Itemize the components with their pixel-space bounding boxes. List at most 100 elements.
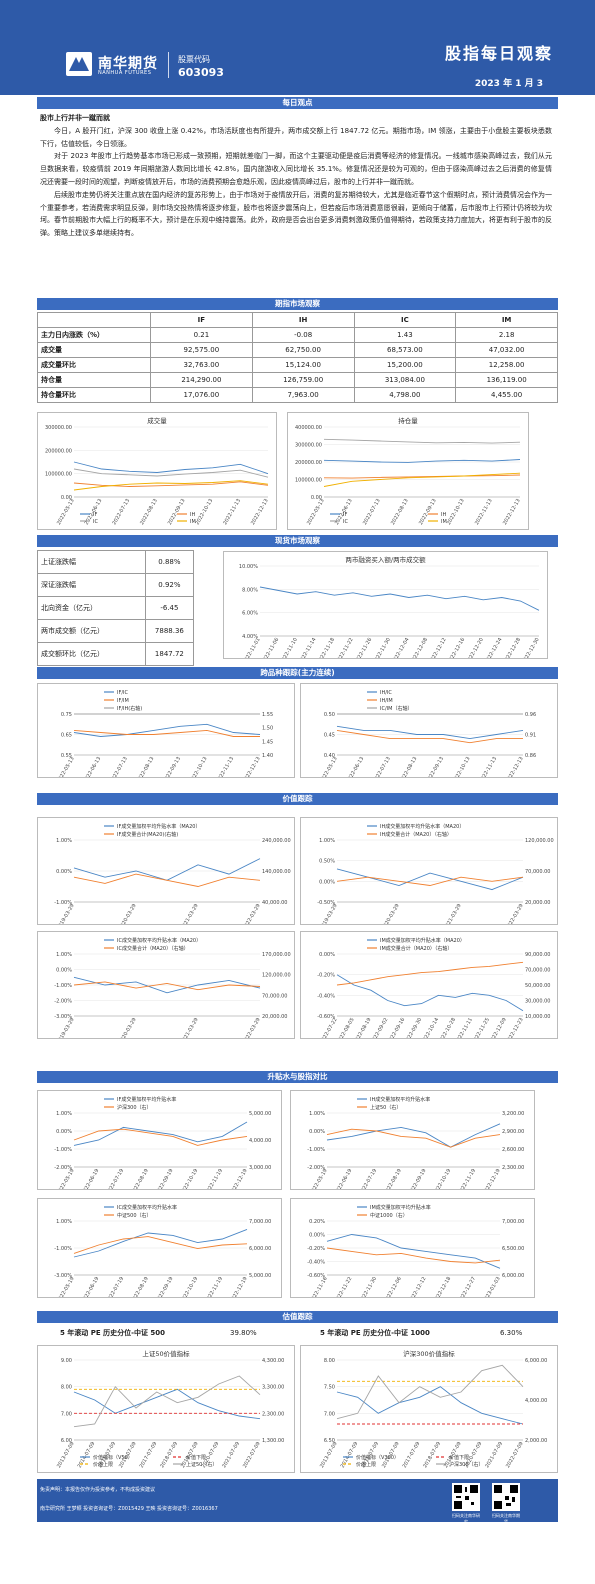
- y2-tick-label: 4,000.00: [249, 1138, 271, 1144]
- series-line: [326, 1247, 501, 1264]
- chart-ih-ratios: 0.40 0.45 0.50 0.86 0.91 0.96 2022-05-13 2022-0…: [300, 683, 558, 784]
- y-tick-label: 0.75: [61, 712, 72, 718]
- y-tick-label: 0.00: [311, 495, 322, 501]
- y-tick-label: 0.00%: [56, 869, 72, 875]
- legend-label: IH/IC: [380, 690, 392, 696]
- x-tick-label: 2022-11-18: [316, 637, 336, 658]
- legend-label: IC: [93, 519, 98, 525]
- x-tick-label: 2022-12-19: [229, 1168, 249, 1189]
- y-tick-label: 8.00%: [242, 587, 258, 593]
- y-tick-label: -2.00%: [307, 1165, 325, 1171]
- disclaimer: 免责声明：本报告仅作为投资参考，不构成投资建议: [40, 1487, 156, 1493]
- x-tick-label: 2022-05-13: [306, 498, 326, 526]
- y2-tick-label: 1.45: [262, 739, 273, 745]
- legend-label: IH成交量加权平均升贴水率（MA20）: [380, 823, 464, 830]
- x-tick-label: 2022-08-19: [130, 1168, 150, 1189]
- x-tick-label: 2022-05-19: [309, 1168, 329, 1189]
- x-tick-label: 2022-06-19: [334, 1168, 354, 1189]
- qr-code-icon[interactable]: [452, 1483, 480, 1511]
- qr-caption-2: 扫码关注南华期货: [492, 1513, 520, 1524]
- legend-label: 上证50（右）: [186, 1461, 217, 1468]
- row-label: 持仓量环比: [37, 387, 151, 403]
- x-tick-label: 2022-09-16: [387, 1017, 407, 1038]
- legend-label: IH: [441, 512, 446, 518]
- y-tick-label: 7.00: [324, 1411, 335, 1417]
- y2-tick-label: 120,000.00: [262, 973, 291, 979]
- section-daily: 每日观点: [37, 97, 558, 109]
- x-tick-label: 2022-10-13: [189, 756, 209, 777]
- y-tick-label: 0.00%: [309, 1233, 325, 1239]
- x-tick-label: 2022-11-19: [204, 1168, 224, 1189]
- series-line: [73, 976, 261, 994]
- futures-header-row: IF IH IC IM: [37, 312, 558, 328]
- chart-im-basis: -0.60% -0.40% -0.20% 0.00% 0.20% 6,000.00 6,50…: [290, 1198, 535, 1304]
- x-tick-label: 2020-03-29: [118, 903, 138, 924]
- y-tick-label: -3.00%: [54, 1273, 72, 1279]
- x-tick-label: 2020-03-29: [381, 903, 401, 924]
- table-cell: 126,759.00: [251, 372, 355, 388]
- series-line: [326, 1128, 501, 1148]
- y-tick-label: 200000.00: [295, 460, 322, 466]
- table-cell: 17,076.00: [150, 387, 253, 403]
- y-tick-label: 1.00%: [56, 838, 72, 844]
- y-tick-label: -2.00%: [54, 1165, 72, 1171]
- row-label: 成交量环比: [37, 357, 151, 373]
- chart-sz50-value: 上证50价值指标 6.00 7.00 8.00 9.00 1,300.00 2,300.00…: [37, 1345, 295, 1473]
- table-cell: 0.92%: [144, 573, 195, 597]
- y2-tick-label: 5,000.00: [249, 1273, 271, 1279]
- x-tick-label: 2022-12-13: [250, 498, 270, 526]
- table-cell: 214,290.00: [150, 372, 253, 388]
- series-line: [73, 1236, 248, 1254]
- legend-label: IM: [190, 519, 196, 525]
- x-tick-label: 2021-07-09: [221, 1441, 241, 1469]
- x-tick-label: 2022-12-13: [502, 498, 522, 526]
- y-tick-label: 0.00%: [56, 1129, 72, 1135]
- section-basis: 升贴水与股指对比: [37, 1071, 558, 1083]
- legend-label: 价值指标（V300）: [356, 1454, 399, 1461]
- y-tick-label: -0.50%: [317, 900, 335, 906]
- y2-tick-label: 2,600.00: [502, 1147, 524, 1153]
- series-line: [73, 468, 269, 478]
- table-cell: 0.21: [150, 327, 253, 343]
- table-cell: 1847.72: [144, 642, 195, 666]
- y2-tick-label: 2,300.00: [262, 1411, 284, 1417]
- y-tick-label: -1.00%: [54, 1147, 72, 1153]
- x-tick-label: 2022-07-09: [505, 1441, 525, 1469]
- y-tick-label: 400000.00: [295, 425, 322, 431]
- x-tick-label: 2022-07-22: [319, 1017, 339, 1038]
- qr-code-icon[interactable]: [492, 1483, 520, 1511]
- x-tick-label: 2022-12-28: [502, 637, 522, 658]
- row-label: 持仓量: [37, 372, 151, 388]
- x-tick-label: 2022-08-19: [130, 1276, 150, 1297]
- legend-label: IH: [190, 512, 195, 518]
- futures-table: IF IH IC IM 主力日内涨跌（%） 0.21 -0.08 1.43 2.18 成…: [37, 312, 558, 403]
- y2-tick-label: 3,200.00: [502, 1111, 524, 1117]
- y-tick-label: 0.65: [61, 733, 72, 739]
- chart-svg: -2.00% -1.00% 0.00% 1.00% 2,300.00 2,600.00 2,…: [307, 1096, 524, 1196]
- x-tick-label: 2022-05-19: [56, 1168, 76, 1189]
- series-line: [336, 729, 523, 744]
- y2-tick-label: 20,000.00: [525, 900, 550, 906]
- x-tick-label: 2022-07-19: [358, 1168, 378, 1189]
- daily-paragraph-3: 后续股市走势仍将关注重点放在国内经济的复苏形势上，由于市场对于疫情放开后，消费的…: [40, 190, 552, 238]
- legend-label: IM: [441, 519, 447, 525]
- legend-label: 中证1000（右）: [370, 1212, 408, 1219]
- x-tick-label: 2022-07-13: [109, 756, 129, 777]
- y2-tick-label: 2,300.00: [502, 1165, 524, 1171]
- legend-label: 上证50（右）: [370, 1104, 401, 1111]
- table-cell: -0.08: [251, 327, 355, 343]
- daily-headline: 股市上行并非一蹴而就: [40, 114, 110, 122]
- y-tick-label: 0.00%: [319, 879, 335, 885]
- report-date: 2023 年 1 月 3: [474, 79, 543, 89]
- x-tick-label: 2022-05-13: [56, 756, 76, 777]
- y-tick-label: 0.00%: [309, 1129, 325, 1135]
- y-tick-label: 0.50: [324, 712, 335, 718]
- section-price: 价值跟踪: [37, 793, 558, 805]
- x-tick-label: 2022-12-19: [482, 1168, 502, 1189]
- table-cell: 2.18: [455, 327, 558, 343]
- chart-if-ratios: 0.55 0.65 0.75 1.40 1.45 1.50 1.55 2022-05-13 20…: [37, 683, 295, 784]
- y2-tick-label: 10,000.00: [525, 1014, 550, 1020]
- y2-tick-label: 240,000.00: [262, 838, 291, 844]
- report-header: 南华期货 NANHUA FUTURES 股票代码 603093 股指每日观察 2…: [0, 0, 595, 95]
- futures-col-ih: IH: [251, 312, 355, 328]
